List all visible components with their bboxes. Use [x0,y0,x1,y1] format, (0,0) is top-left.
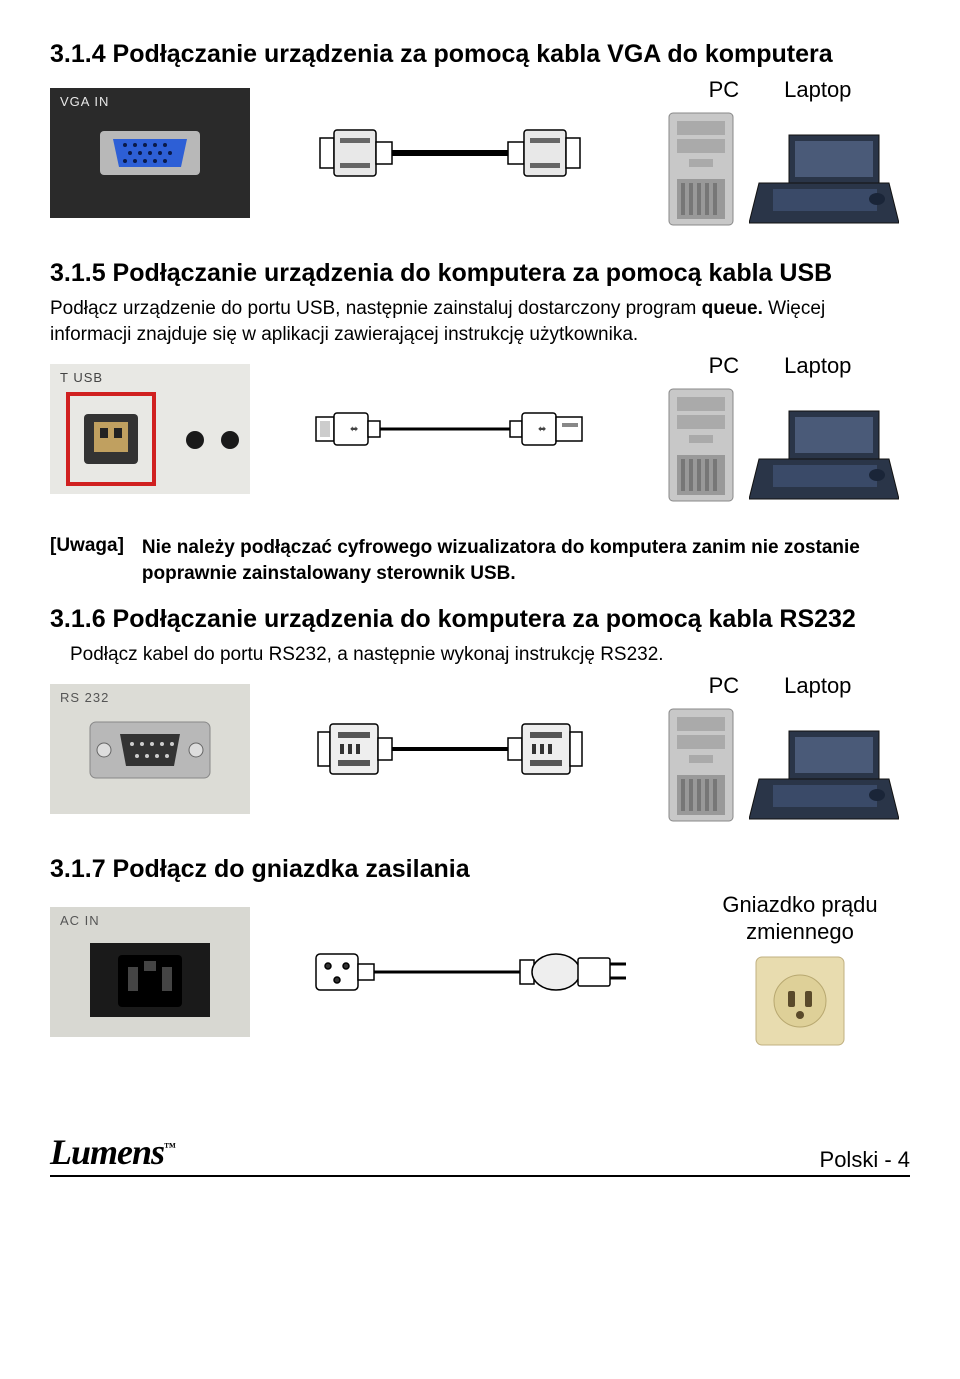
pc-tower-icon [661,705,741,825]
vga-port-photo: VGA IN [50,88,250,218]
illus-row-317: AC IN Gniazdko prądu [50,892,910,1051]
rs232-port-label: RS 232 [60,690,109,705]
lumens-logo: Lumens™ [50,1131,175,1173]
laptop-icon [749,129,899,229]
pc-tower-icon [661,385,741,505]
page-number: Polski - 4 [820,1147,910,1173]
wall-outlet-icon [750,951,850,1051]
pc-laptop-316: PC Laptop [650,673,910,825]
illus-row-314: VGA IN [50,77,910,229]
power-cable-icon [310,932,630,1012]
usb-port-photo: T USB [50,364,250,494]
heading-314: 3.1.4 Podłączanie urządzenia za pomocą k… [50,40,910,69]
body-315: Podłącz urządzenie do portu USB, następn… [50,296,910,347]
page-footer: Lumens™ Polski - 4 [50,1131,910,1177]
pc-laptop-315: PC Laptop [650,353,910,505]
vga-port-label: VGA IN [60,94,109,109]
heading-316: 3.1.6 Podłączanie urządzenia do komputer… [50,605,910,634]
ac-port-icon [70,917,230,1027]
usb-cable-icon: ⬌ ⬌ [310,399,590,459]
pc-tower-icon [661,109,741,229]
outlet-label-l2: zmiennego [746,919,854,944]
ac-port-label: AC IN [60,913,100,928]
rs232-cable-icon [310,714,590,784]
usb-port-label: T USB [60,370,103,385]
pc-label-316: PC [709,673,740,699]
laptop-icon [749,725,899,825]
svg-text:⬌: ⬌ [538,424,546,435]
rs232-port-photo: RS 232 [50,684,250,814]
body-316: Podłącz kabel do portu RS232, a następni… [50,642,910,668]
heading-317: 3.1.7 Podłącz do gniazdka zasilania [50,855,910,884]
pc-label-315: PC [709,353,740,379]
outlet-block: Gniazdko prądu zmiennego [690,892,910,1051]
rs232-port-icon [60,704,240,794]
vga-port-icon [95,123,205,183]
svg-text:⬌: ⬌ [350,424,358,435]
note-label-315: [Uwaga] [50,535,124,586]
vga-cable-icon [310,118,590,188]
pc-label-314: PC [709,77,740,103]
note-315: [Uwaga] Nie należy podłączać cyfrowego w… [50,535,910,586]
laptop-label-316: Laptop [784,673,851,699]
ac-port-photo: AC IN [50,907,250,1037]
heading-315: 3.1.5 Podłączanie urządzenia do komputer… [50,259,910,288]
illus-row-316: RS 232 [50,673,910,825]
laptop-label-315: Laptop [784,353,851,379]
laptop-icon [749,405,899,505]
note-text-315: Nie należy podłączać cyfrowego wizualiza… [142,535,910,586]
laptop-label-314: Laptop [784,77,851,103]
pc-laptop-314: PC Laptop [650,77,910,229]
illus-row-315: T USB ⬌ ⬌ [50,353,910,505]
outlet-label-l1: Gniazdko prądu [722,892,877,917]
